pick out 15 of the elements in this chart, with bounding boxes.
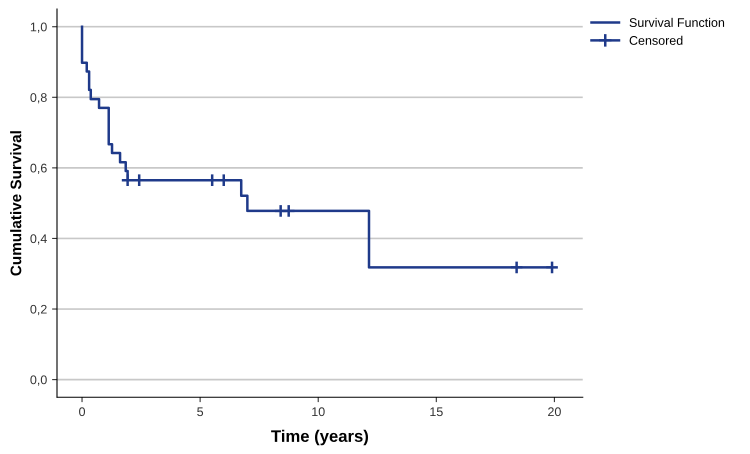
x-tick-label: 0 [79, 407, 86, 416]
y-tick-label: 1,0 [30, 22, 47, 33]
y-tick-label: 0,0 [30, 375, 47, 386]
x-tick-label: 5 [197, 407, 204, 416]
y-tick-label: 0,8 [30, 93, 47, 104]
x-axis-title: Time (years) [271, 430, 368, 446]
y-tick-label: 0,6 [30, 164, 47, 174]
x-tick-label: 20 [548, 407, 561, 416]
y-tick-label: 0,4 [30, 234, 47, 245]
legend-label: Survival Function [630, 18, 724, 28]
legend-label: Censored [630, 36, 682, 45]
x-tick-label: 15 [430, 407, 443, 416]
y-tick-label: 0,2 [30, 304, 47, 316]
y-axis-title: Cumulative Survival [10, 131, 22, 276]
x-tick-label: 10 [312, 407, 325, 416]
